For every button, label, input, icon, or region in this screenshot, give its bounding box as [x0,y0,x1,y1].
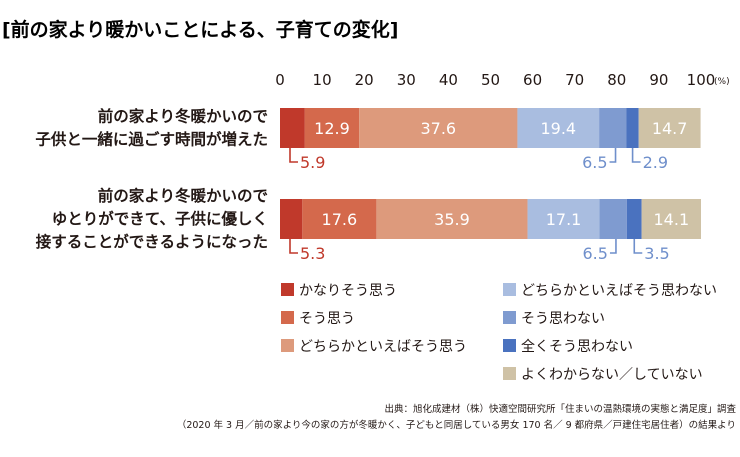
callout-label: 6.5 [583,244,608,263]
bar-segment [280,199,303,239]
bar-segment [638,108,701,148]
x-tick-label: 50 [481,71,500,89]
bar-segment [304,108,360,148]
chart-title: [前の家より暖かいことによる、子育ての変化] [2,18,398,41]
data-label: 17.1 [546,210,582,229]
legend-label: そう思う [299,311,355,327]
x-tick-label: 30 [397,71,416,89]
x-tick-label: 80 [607,71,626,89]
bar-segment [280,108,305,148]
data-label: 14.7 [652,119,688,138]
category-label: ゆとりができて、子供に優しく [52,209,268,228]
bar-segment [527,199,600,239]
source-line-2: （2020 年 3 月／前の家より今の家の方が冬暖かく、子どもと同居している男女… [177,419,736,431]
data-label: 35.9 [434,210,470,229]
callout-line [609,239,617,254]
x-tick-label: 40 [439,71,458,89]
bar-segment [517,108,600,148]
x-tick-label: 60 [523,71,542,89]
data-label: 14.1 [654,210,690,229]
callout-line [289,148,298,163]
category-label: 接することができるようになった [36,232,268,251]
source-line-1: 出典：旭化成建材（株）快適空間研究所「住まいの温熱環境の実態と満足度」調査 [384,403,736,415]
x-tick-label: 0 [275,71,285,89]
bar-segment [302,199,377,239]
bar-segment [599,199,627,239]
data-label: 17.6 [322,210,358,229]
callout-line [609,148,617,163]
bar-segment [626,108,639,148]
data-label: 12.9 [314,119,350,138]
legend-label: どちらかといえばそう思わない [521,283,717,299]
legend-label: かなりそう思う [299,283,397,299]
callout-line [631,148,641,163]
callout-label: 6.5 [582,153,607,172]
x-tick-label: 70 [565,71,584,89]
callout-label: 2.9 [643,153,668,172]
legend-label: そう思わない [521,311,605,327]
x-unit-label: (%) [714,77,730,87]
legend-swatch [503,283,516,296]
legend-label: 全くそう思わない [521,338,633,355]
callout-line [289,239,298,254]
legend-swatch [281,311,294,324]
legend-label: よくわからない／していない [521,367,703,383]
bar-segment [641,199,701,239]
legend-label: どちらかといえばそう思う [299,339,467,355]
bar-segment [359,108,518,148]
category-label: 前の家より冬暖かいので [98,186,268,205]
callout-label: 3.5 [644,244,669,263]
data-label: 37.6 [420,119,456,138]
category-label: 前の家より冬暖かいので [98,107,268,126]
legend-swatch [281,339,294,352]
legend-swatch [281,283,294,296]
bar-segment [376,199,528,239]
x-tick-label: 90 [649,71,668,89]
callout-label: 5.9 [300,153,325,172]
category-label: 子供と一緒に過ごす時間が増えた [35,130,268,149]
x-tick-label: 10 [313,71,332,89]
callout-line [633,239,643,254]
bar-segment [626,199,642,239]
x-tick-label: 20 [355,71,374,89]
data-label: 19.4 [540,119,576,138]
legend-swatch [503,367,516,380]
legend-swatch [503,311,516,324]
bar-segment [599,108,627,148]
x-tick-label: 100 [687,71,716,89]
callout-label: 5.3 [300,244,325,263]
legend-swatch [503,339,516,352]
